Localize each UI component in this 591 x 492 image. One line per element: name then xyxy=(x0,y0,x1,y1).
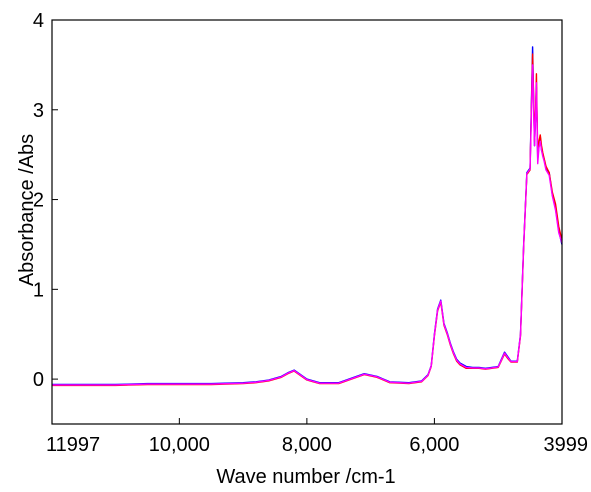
y-tick-label: 1 xyxy=(33,279,44,301)
y-tick-label: 0 xyxy=(33,369,44,391)
x-tick-label: 10,000 xyxy=(149,434,210,456)
series-layer xyxy=(52,46,563,387)
x-axis-label: Wave number /cm-1 xyxy=(216,466,395,488)
plot-frame xyxy=(51,19,563,425)
x-tick-label: 3999 xyxy=(544,434,589,456)
x-tick-label: 6,000 xyxy=(409,434,459,456)
y-tick-label: 3 xyxy=(33,100,44,122)
series-line-3 xyxy=(52,64,563,386)
series-line-1 xyxy=(52,46,563,386)
y-tick-label: 2 xyxy=(33,190,44,212)
y-axis: 0 1 2 3 4 xyxy=(33,10,58,391)
y-axis-label: Absorbance /Abs xyxy=(16,134,38,286)
x-tick-label: 11997 xyxy=(46,434,100,456)
y-tick-label: 4 xyxy=(33,10,44,32)
x-tick-label: 8,000 xyxy=(282,434,332,456)
x-axis: 11997 10,000 8,000 6,000 3999 xyxy=(46,418,588,456)
series-line-2 xyxy=(52,53,563,387)
